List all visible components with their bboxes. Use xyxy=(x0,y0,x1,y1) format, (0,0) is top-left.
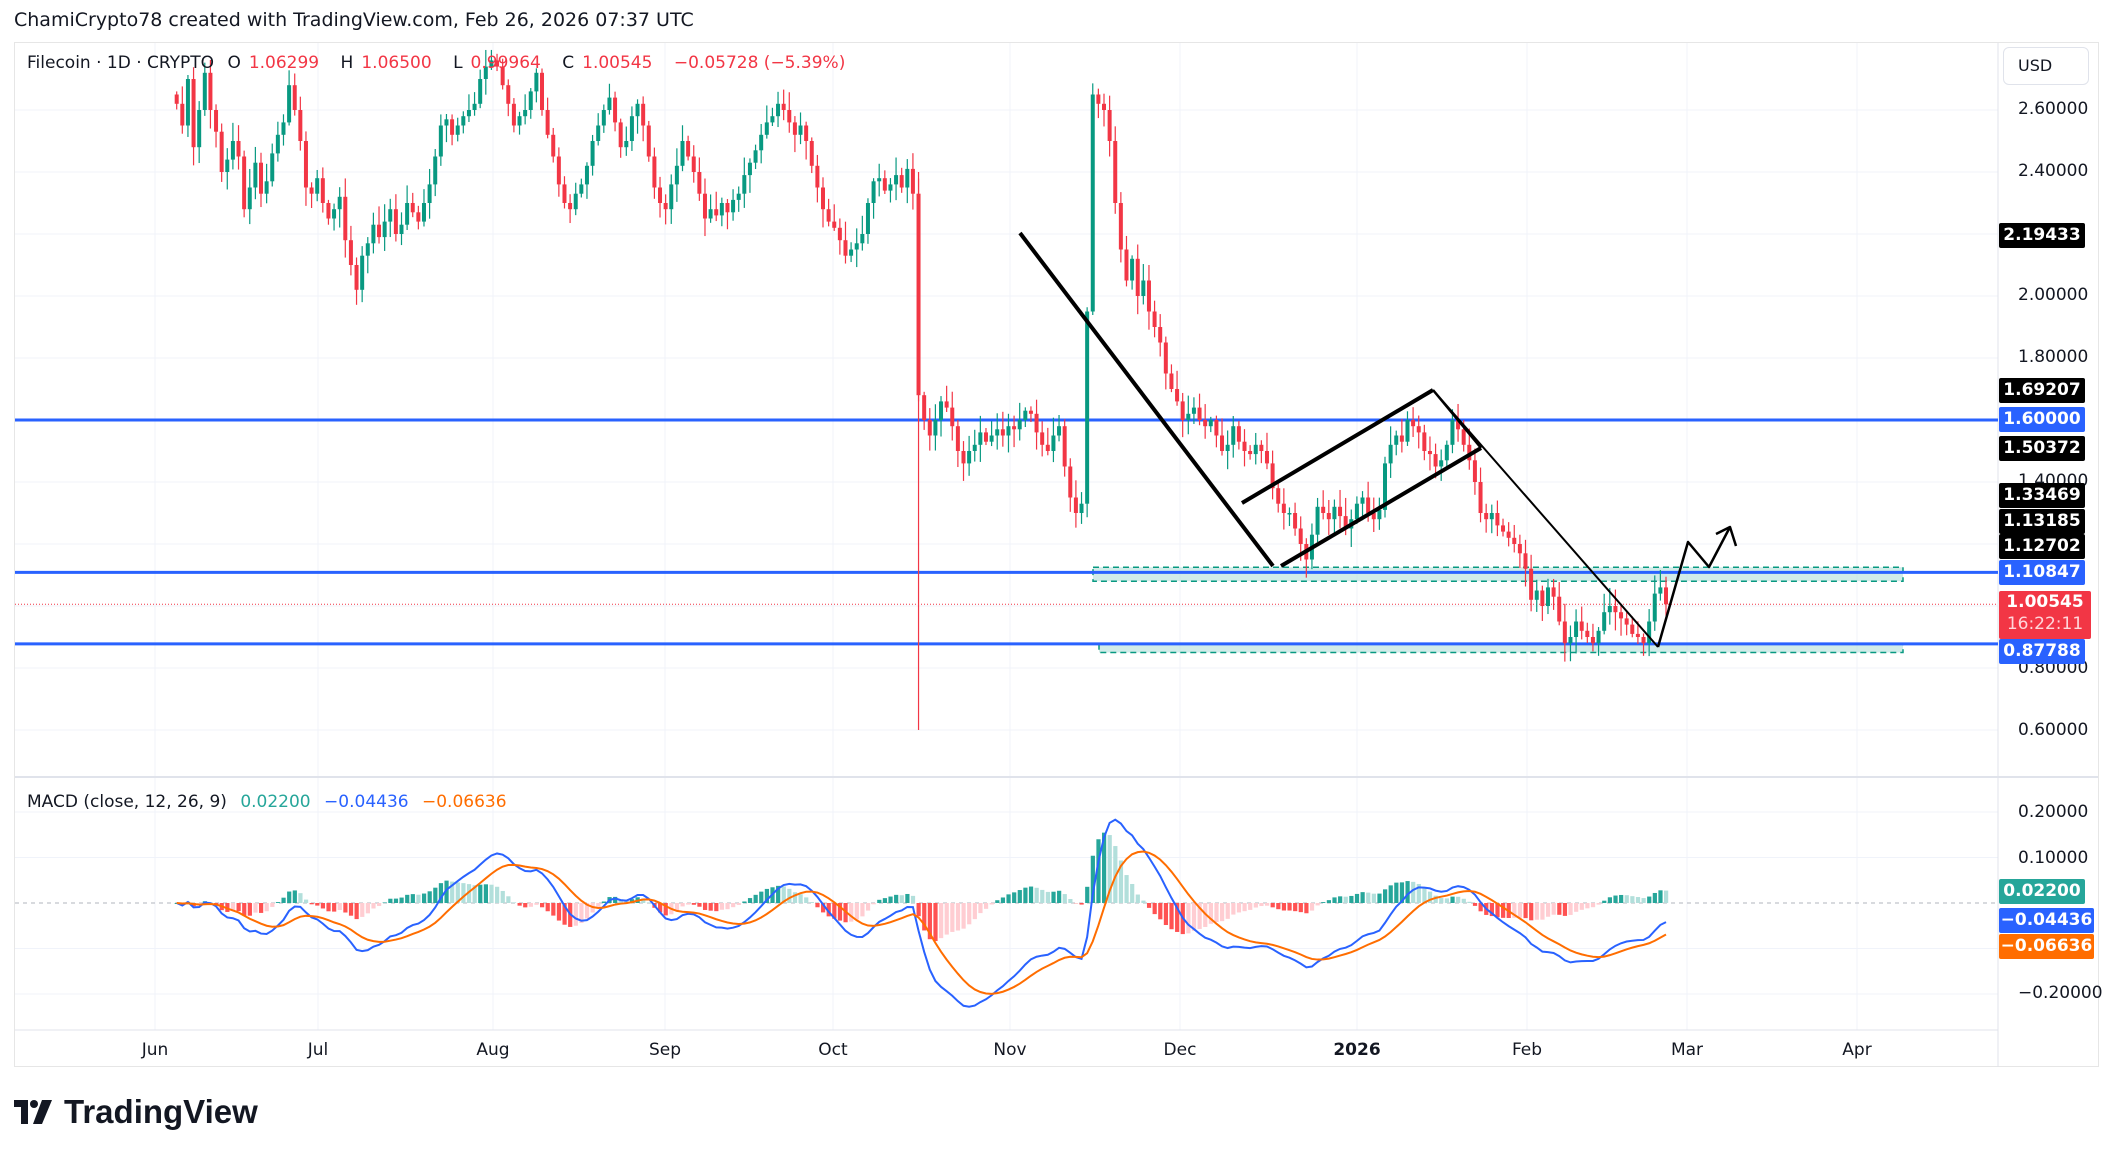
month-label: 2026 xyxy=(1333,1040,1381,1060)
price-tick: 0.60000 xyxy=(2018,720,2089,740)
month-label: Sep xyxy=(648,1040,682,1060)
bar-countdown: 16:22:11 xyxy=(2006,614,2084,634)
price-tick: 2.40000 xyxy=(2018,161,2089,181)
month-label: Oct xyxy=(818,1040,848,1060)
attribution-header: ChamiCrypto78 created with TradingView.c… xyxy=(14,9,694,31)
macd-line-value: −0.04436 xyxy=(324,792,409,812)
month-label: Feb xyxy=(1511,1040,1543,1060)
symbol-name[interactable]: Filecoin · 1D · CRYPTO xyxy=(27,53,215,73)
last-price-tag: 1.00545 16:22:11 xyxy=(1999,591,2091,639)
level-tag: 1.60000 xyxy=(1999,407,2085,432)
chart-frame xyxy=(14,42,2099,1067)
macd-legend[interactable]: MACD (close, 12, 26, 9) 0.02200 −0.04436… xyxy=(27,792,515,812)
grid-lines xyxy=(15,43,2098,1067)
macd-signal-tag: −0.06636 xyxy=(1999,934,2094,959)
price-tick: 2.00000 xyxy=(2018,285,2089,305)
month-label: Mar xyxy=(1670,1040,1704,1060)
month-label: Nov xyxy=(993,1040,1027,1060)
last-price: 1.00545 xyxy=(2006,592,2084,612)
ohlc-open: O 1.06299 xyxy=(227,53,320,73)
tradingview-logo[interactable]: TradingView xyxy=(14,1093,258,1131)
level-tag: 1.10847 xyxy=(1999,560,2085,585)
price-tag: 1.13185 xyxy=(1999,509,2085,534)
macd-tick: 0.10000 xyxy=(2018,848,2089,868)
macd-pane xyxy=(15,818,1998,1008)
horizontal-levels xyxy=(15,418,1998,646)
month-label: Jun xyxy=(141,1040,169,1060)
price-tag: 1.12702 xyxy=(1999,534,2085,559)
macd-line-tag: −0.04436 xyxy=(1999,908,2094,933)
level-tag: 0.87788 xyxy=(1999,639,2085,664)
currency-button[interactable]: USD xyxy=(2003,47,2089,85)
macd-hist-tag: 0.02200 xyxy=(1999,879,2085,904)
price-tag: 1.50372 xyxy=(1999,436,2085,461)
price-tick: 2.60000 xyxy=(2018,99,2089,119)
price-candles xyxy=(174,49,1668,730)
macd-title[interactable]: MACD (close, 12, 26, 9) xyxy=(27,792,227,812)
price-tick: 1.80000 xyxy=(2018,347,2089,367)
macd-tick: −0.20000 xyxy=(2018,983,2103,1003)
month-label: Aug xyxy=(476,1040,510,1060)
support-zones xyxy=(1092,566,1904,654)
tradingview-logo-icon xyxy=(14,1100,52,1124)
ohlc-close: C 1.00545 xyxy=(562,53,653,73)
price-tag: 2.19433 xyxy=(1999,223,2085,248)
ohlc-change: −0.05728 (−5.39%) xyxy=(673,53,846,73)
month-label: Jul xyxy=(307,1040,329,1060)
macd-tick: 0.20000 xyxy=(2018,802,2089,822)
logo-text: TradingView xyxy=(64,1093,258,1130)
ohlc-high: H 1.06500 xyxy=(340,53,432,73)
month-label: Apr xyxy=(1842,1040,1872,1060)
ohlc-low: L 0.99964 xyxy=(453,53,541,73)
symbol-legend[interactable]: Filecoin · 1D · CRYPTO O 1.06299 H 1.06500… xyxy=(27,53,853,73)
price-tag: 1.69207 xyxy=(1999,378,2085,403)
month-label: Dec xyxy=(1163,1040,1197,1060)
trend-drawings xyxy=(1018,231,1738,648)
macd-signal-value: −0.06636 xyxy=(422,792,507,812)
price-tag: 1.33469 xyxy=(1999,483,2085,508)
macd-hist-value: 0.02200 xyxy=(240,792,311,812)
